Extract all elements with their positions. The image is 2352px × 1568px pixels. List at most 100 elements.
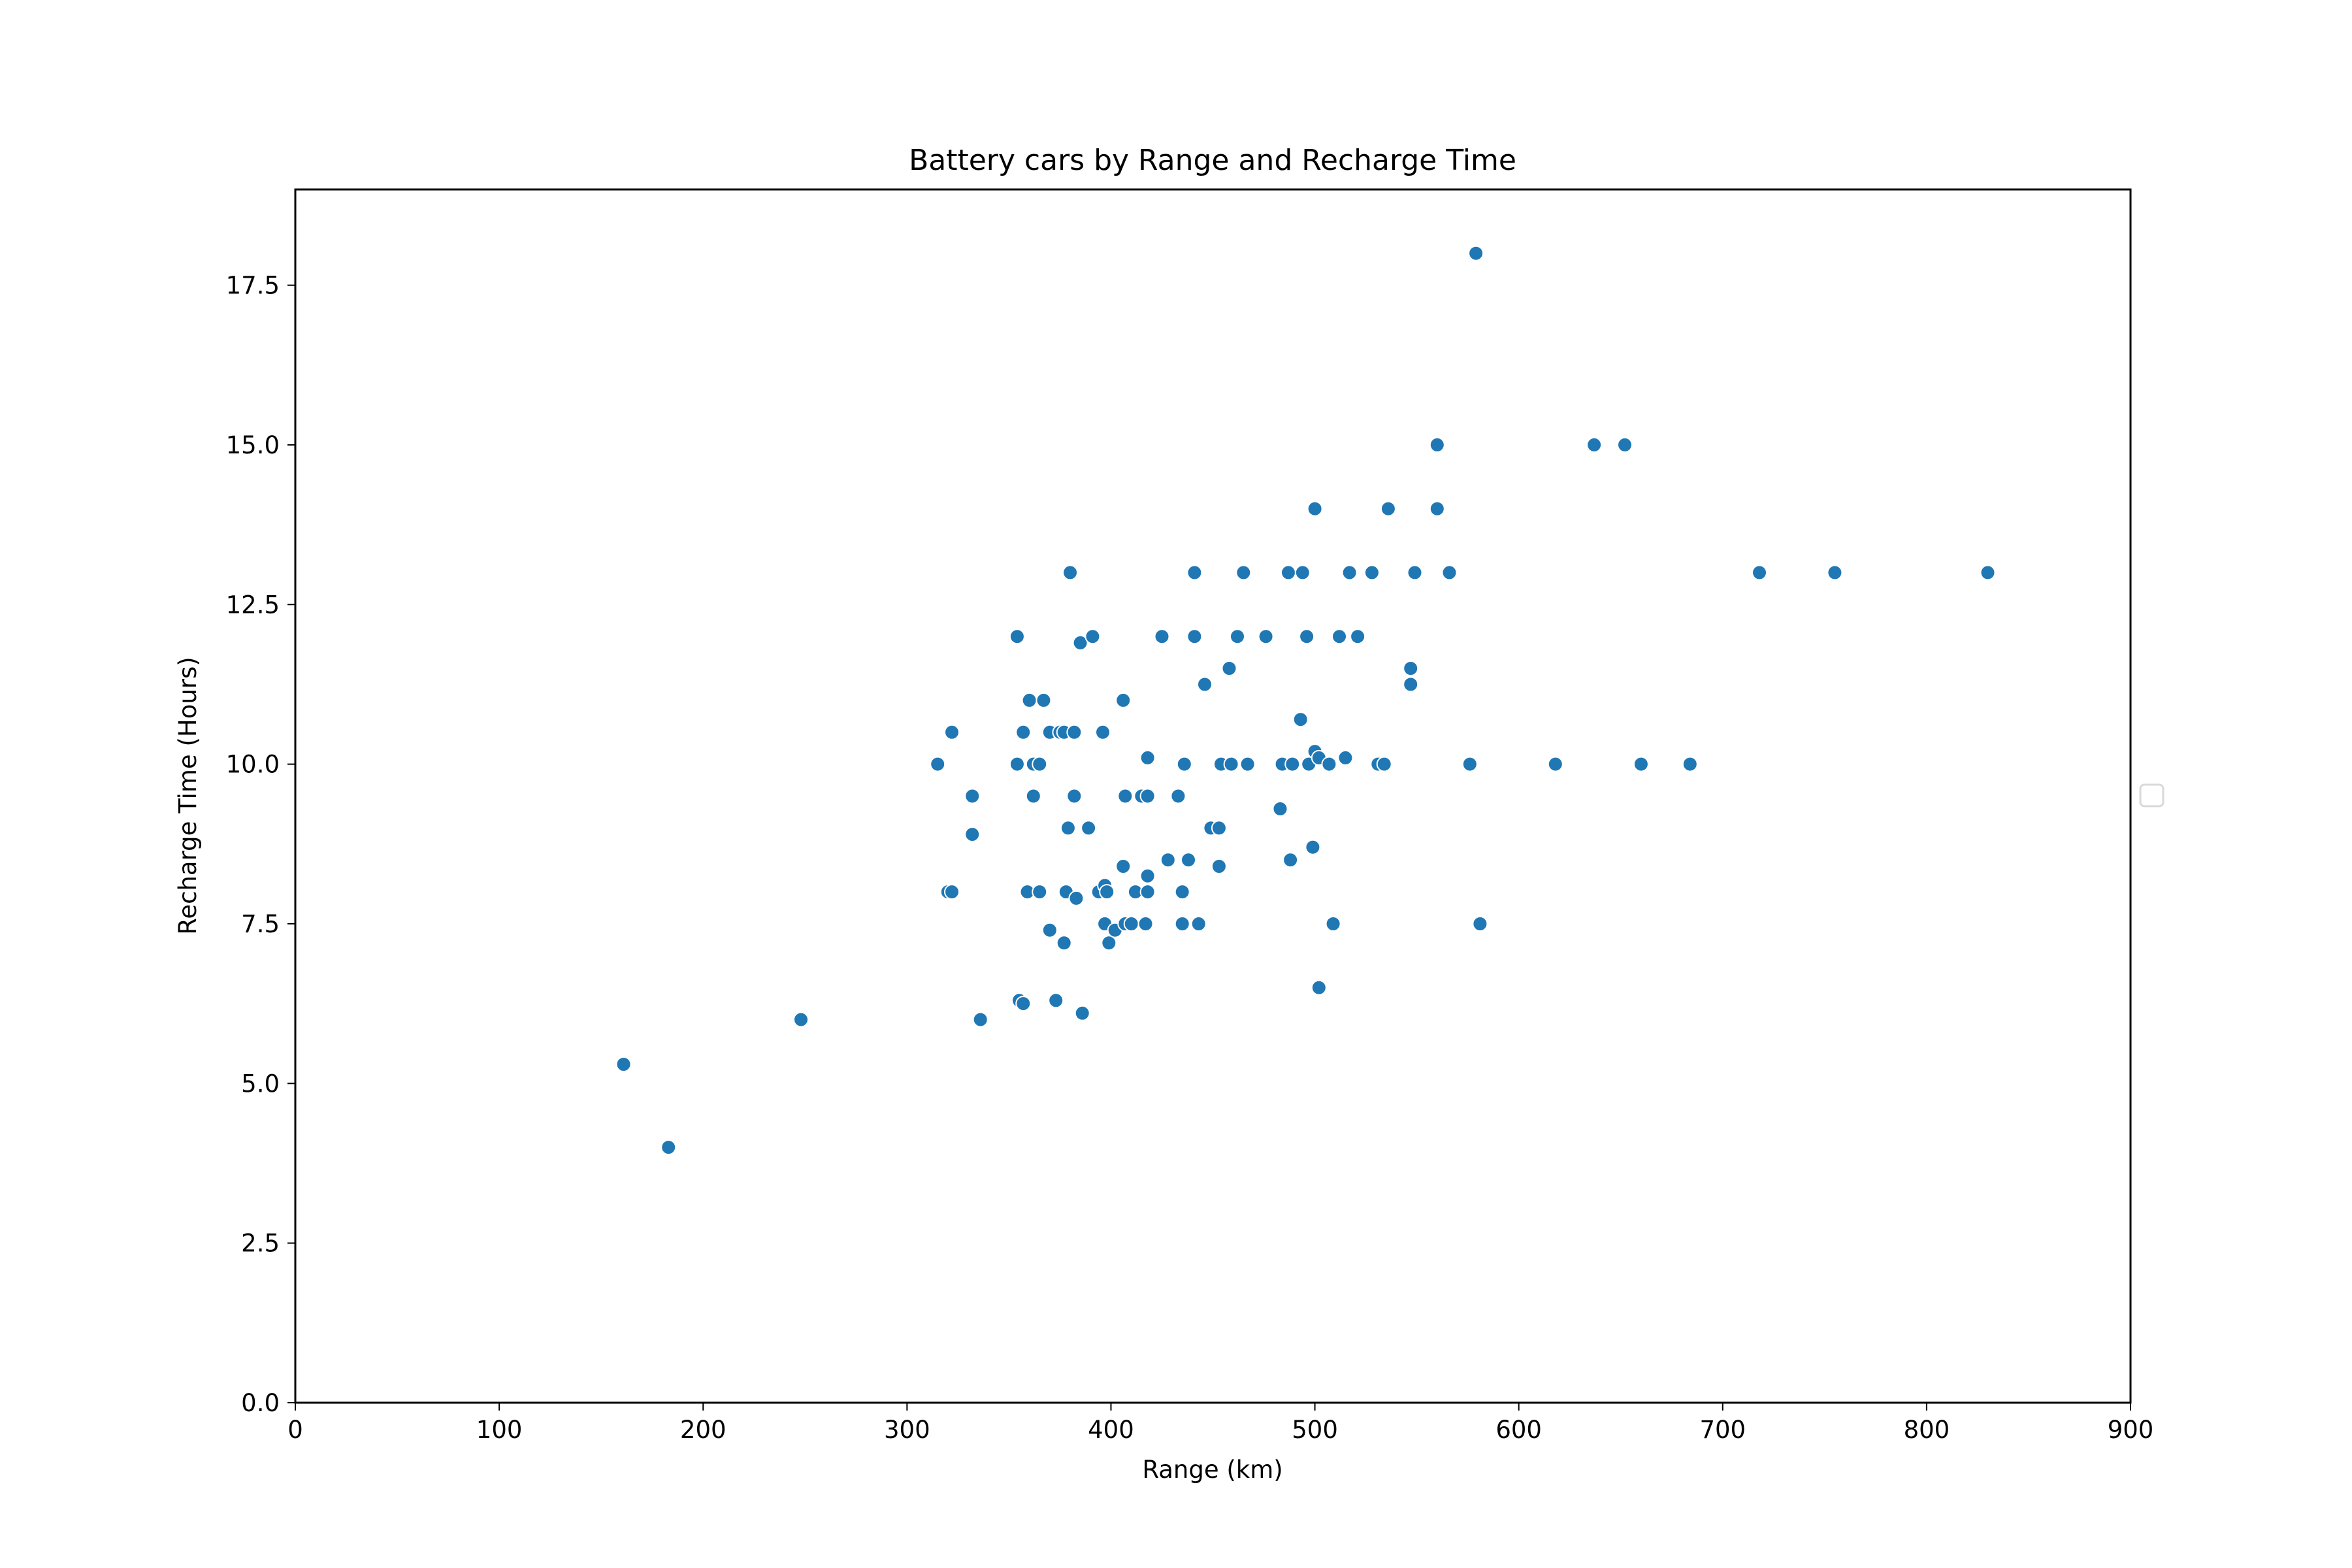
data-point [1586, 436, 1603, 453]
x-axis-ticks: 0 100 200 300 400 500 600 700 800 900 [287, 1403, 2153, 1444]
data-point [1009, 756, 1025, 772]
data-point [1015, 996, 1032, 1012]
x-tick-label: 700 [1699, 1416, 1746, 1444]
data-point [1281, 564, 1296, 581]
data-point [930, 756, 946, 772]
data-point [1066, 724, 1083, 740]
data-point [1160, 852, 1176, 868]
data-point [1827, 564, 1843, 581]
data-point [1015, 724, 1032, 740]
data-point [1617, 436, 1633, 453]
y-tick-label: 5.0 [241, 1070, 280, 1098]
data-point [1282, 852, 1299, 868]
data-point [1081, 820, 1097, 836]
data-point [1101, 935, 1117, 951]
data-point [1099, 884, 1115, 900]
data-point [1239, 756, 1256, 772]
data-point [1154, 629, 1170, 645]
data-point [1633, 756, 1649, 772]
data-point [1115, 858, 1132, 874]
data-point [1403, 661, 1419, 676]
x-axis-title: Range (km) [1142, 1456, 1282, 1484]
data-point [1468, 245, 1484, 261]
data-point [1307, 500, 1323, 517]
x-tick-label: 200 [680, 1416, 727, 1444]
data-point [1258, 629, 1274, 645]
data-point [1292, 711, 1309, 728]
data-point [1305, 839, 1321, 855]
data-point [964, 826, 981, 843]
data-point [615, 1056, 632, 1072]
y-tick-label: 0.0 [241, 1389, 280, 1417]
y-tick-label: 2.5 [241, 1230, 280, 1258]
y-tick-label: 12.5 [226, 591, 280, 619]
data-point [1139, 868, 1156, 884]
data-point [1211, 820, 1227, 836]
data-point [1062, 564, 1078, 581]
data-point [1221, 661, 1237, 676]
data-point [1021, 692, 1037, 708]
data-point [1056, 935, 1072, 951]
data-point [1284, 756, 1301, 772]
data-point [1139, 788, 1156, 804]
data-point [1036, 692, 1052, 708]
data-point [1403, 676, 1419, 693]
x-tick-label: 900 [2108, 1416, 2154, 1444]
data-point [1752, 564, 1767, 581]
data-point [1137, 916, 1154, 932]
data-point [1041, 922, 1058, 938]
data-point [1235, 564, 1252, 581]
data-point [1407, 564, 1423, 581]
data-point [1272, 801, 1288, 817]
data-point [964, 788, 981, 804]
data-point [1068, 890, 1085, 906]
data-point [1048, 992, 1064, 1009]
data-point [1547, 756, 1563, 772]
y-tick-label: 15.0 [226, 431, 280, 459]
y-tick-label: 7.5 [241, 910, 280, 938]
data-point [1181, 852, 1196, 868]
y-tick-label: 17.5 [226, 272, 280, 300]
data-point [1380, 500, 1396, 517]
data-point [1294, 564, 1311, 581]
data-point [661, 1139, 677, 1156]
x-tick-label: 500 [1292, 1416, 1338, 1444]
data-point [1066, 788, 1083, 804]
data-point [1441, 564, 1458, 581]
x-tick-label: 400 [1088, 1416, 1134, 1444]
x-tick-label: 600 [1495, 1416, 1542, 1444]
data-point [1230, 629, 1245, 645]
data-point [972, 1011, 988, 1028]
data-point [1025, 788, 1041, 804]
data-point [1060, 820, 1076, 836]
plot-frame [294, 188, 2132, 1404]
data-point [1186, 564, 1203, 581]
data-point [1462, 756, 1478, 772]
data-point [1123, 916, 1139, 932]
x-tick-label: 800 [1904, 1416, 1950, 1444]
data-point [793, 1011, 809, 1028]
data-points [615, 245, 1996, 1156]
data-point [1095, 724, 1111, 740]
data-point [1331, 629, 1347, 645]
data-point [1682, 756, 1698, 772]
data-point [1223, 756, 1239, 772]
data-point [1072, 634, 1088, 651]
data-point [1139, 749, 1156, 766]
data-point [1350, 629, 1366, 645]
data-point [1299, 629, 1315, 645]
data-point [1429, 500, 1445, 517]
x-tick-label: 100 [476, 1416, 523, 1444]
data-point [1190, 916, 1207, 932]
data-point [944, 724, 960, 740]
chart-title: Battery cars by Range and Recharge Time [909, 144, 1516, 177]
y-tick-label: 10.0 [226, 751, 280, 779]
data-point [1321, 756, 1337, 772]
data-point [1085, 629, 1101, 645]
data-point [1032, 884, 1048, 900]
data-point [1174, 884, 1190, 900]
data-point [1139, 884, 1156, 900]
data-point [1176, 756, 1192, 772]
